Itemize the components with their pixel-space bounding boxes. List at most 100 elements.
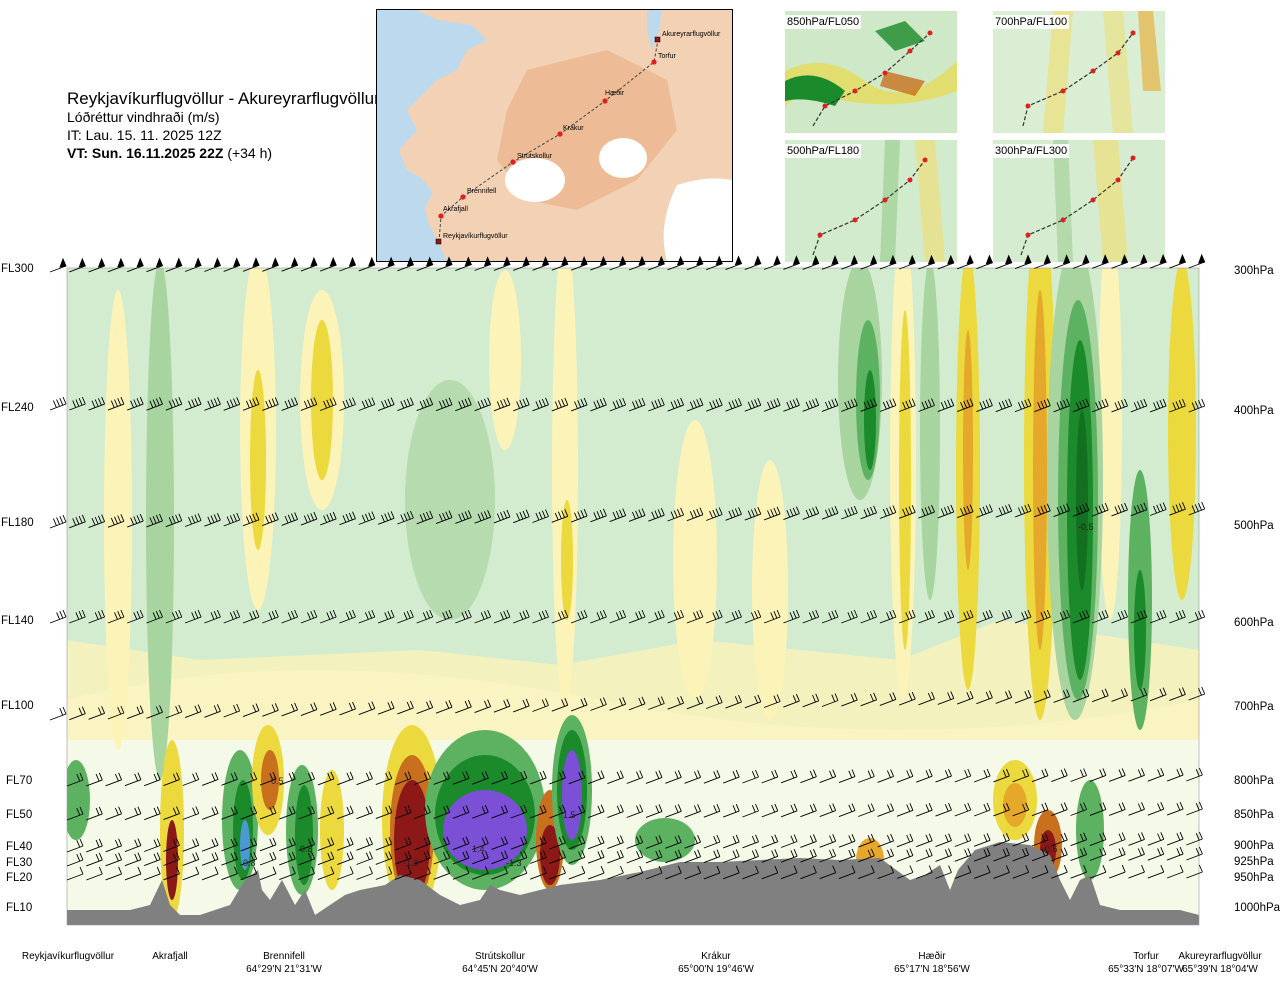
wind-barb bbox=[182, 806, 200, 820]
wind-barb bbox=[163, 838, 180, 852]
wind-barb bbox=[1111, 261, 1128, 269]
wind-barb bbox=[609, 609, 627, 624]
wind-barb bbox=[703, 804, 721, 818]
wind-barb bbox=[435, 700, 453, 714]
contour-label: -0.6 bbox=[1042, 844, 1058, 854]
wind-barb bbox=[1147, 832, 1165, 846]
wind-barb bbox=[744, 609, 762, 624]
wind-barb bbox=[995, 609, 1013, 624]
wind-barb bbox=[240, 837, 258, 852]
wind-barb bbox=[568, 850, 586, 864]
wind-barb bbox=[1070, 832, 1088, 847]
wind-barb bbox=[665, 865, 682, 880]
wind-barb bbox=[182, 852, 200, 866]
wind-barb bbox=[1186, 864, 1203, 879]
wind-barb bbox=[472, 805, 489, 819]
inset-300hpa-svg bbox=[993, 140, 1165, 262]
wind-barb bbox=[397, 700, 414, 715]
wind-barb bbox=[414, 866, 431, 880]
inset-700-pt-5 bbox=[1130, 30, 1136, 36]
wind-barb bbox=[1092, 398, 1109, 413]
wind-barb bbox=[201, 852, 219, 866]
wind-barb bbox=[472, 866, 489, 880]
wind-barb bbox=[337, 866, 354, 880]
cell-down-c1c bbox=[394, 780, 430, 900]
contour-label: -0.5 bbox=[268, 776, 284, 786]
wind-barb bbox=[935, 768, 952, 783]
wind-barb bbox=[414, 850, 431, 865]
wind-barb bbox=[1034, 262, 1051, 269]
wind-barb bbox=[841, 262, 858, 270]
wind-barb bbox=[568, 770, 586, 785]
band-up-5d bbox=[1076, 410, 1088, 590]
wind-barb bbox=[587, 770, 605, 785]
chart-variable: Lóðréttur vindhraði (m/s) bbox=[67, 109, 220, 125]
wind-barb bbox=[626, 835, 644, 849]
cell-up-b3c bbox=[295, 785, 313, 885]
wind-barb bbox=[783, 609, 800, 624]
wind-barb-flag bbox=[734, 255, 743, 266]
wind-barb bbox=[568, 835, 586, 850]
wind-barb bbox=[435, 510, 453, 525]
inset-700hpa-svg bbox=[993, 11, 1165, 133]
wind-barb bbox=[493, 263, 511, 271]
wind-barb bbox=[320, 702, 337, 716]
wind-barb bbox=[1014, 609, 1032, 624]
wind-barb bbox=[1031, 865, 1049, 879]
wind-barb bbox=[221, 866, 238, 881]
wind-barb bbox=[397, 510, 414, 525]
wind-barb bbox=[1111, 609, 1128, 624]
inset-850-route bbox=[812, 32, 931, 127]
fl-label: FL300 bbox=[1, 263, 34, 275]
wind-barb bbox=[49, 609, 67, 624]
wind-barb bbox=[298, 837, 316, 852]
band-down-1 bbox=[104, 290, 132, 750]
wind-barb bbox=[645, 770, 663, 784]
wind-barb bbox=[298, 805, 316, 820]
wind-barb bbox=[1072, 609, 1090, 624]
wind-barb bbox=[899, 398, 916, 412]
wind-barb bbox=[1053, 503, 1071, 518]
wind-barb bbox=[300, 609, 318, 624]
wind-barb bbox=[973, 802, 991, 817]
waypoint-coord: 65°00'N 19°46'W bbox=[678, 964, 754, 975]
wind-barb bbox=[665, 849, 682, 864]
wind-barb bbox=[339, 511, 356, 526]
wind-barb bbox=[86, 838, 103, 853]
wind-barb bbox=[1128, 832, 1145, 846]
wind-barb bbox=[493, 609, 511, 624]
wind-barb bbox=[1014, 398, 1032, 413]
wind-barb bbox=[339, 609, 356, 624]
waypoint-name: Hæðir bbox=[918, 951, 946, 962]
wind-barb bbox=[877, 769, 895, 783]
wind-barb bbox=[1166, 846, 1184, 861]
wind-barb-flag bbox=[754, 255, 762, 266]
wind-barb bbox=[493, 397, 511, 412]
cell-down-e1 bbox=[993, 760, 1037, 840]
wind-barb bbox=[1053, 689, 1071, 703]
wind-barb bbox=[339, 397, 356, 411]
wind-barb bbox=[780, 803, 798, 818]
waypoint-label: Akureyrarflugvöllur 65°39'N 18°04'W bbox=[1178, 950, 1261, 976]
inset-300-band-1 bbox=[1093, 140, 1128, 262]
wind-barb bbox=[877, 848, 895, 863]
wind-barb bbox=[223, 397, 241, 411]
wind-barb bbox=[858, 769, 875, 783]
wind-barb bbox=[993, 768, 1010, 783]
wind-barb bbox=[337, 771, 354, 786]
wind-barb bbox=[609, 397, 627, 412]
wind-barb bbox=[1070, 865, 1088, 879]
wind-barb bbox=[858, 848, 875, 863]
wind-barb bbox=[783, 398, 800, 412]
inset-700-pt-3 bbox=[1090, 68, 1096, 74]
band-down-2 bbox=[240, 268, 276, 610]
wind-barb bbox=[763, 506, 781, 521]
wind-barb bbox=[976, 609, 993, 624]
wind-barb bbox=[1188, 686, 1206, 701]
wind-barb bbox=[976, 504, 993, 518]
wind-barb bbox=[240, 772, 258, 786]
band-up-5b bbox=[1058, 300, 1098, 700]
wind-barb bbox=[1034, 609, 1051, 624]
wind-barb-flag bbox=[155, 257, 164, 268]
wind-barb bbox=[259, 805, 277, 820]
